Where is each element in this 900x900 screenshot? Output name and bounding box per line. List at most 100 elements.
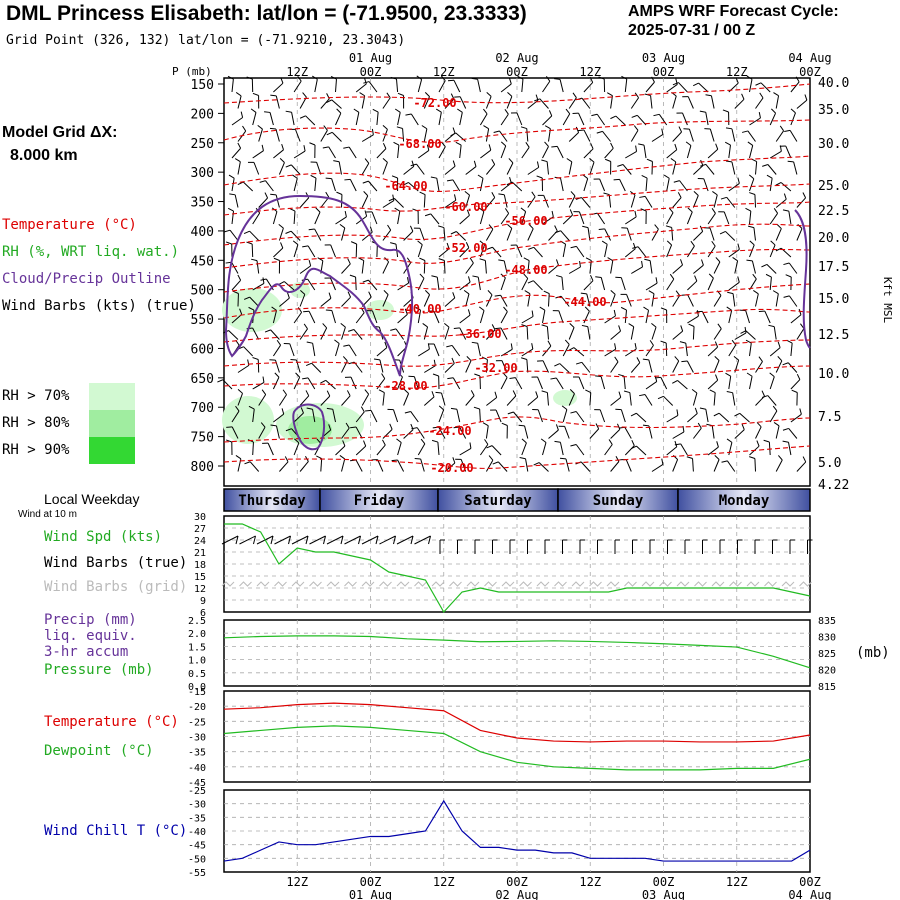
wind-barb-flag [589, 157, 595, 163]
wind-barb-flag [681, 360, 688, 363]
wind-barb-flag [756, 422, 762, 428]
wind-barb-flag [402, 182, 409, 186]
surface-wind-barb-flag [393, 535, 396, 545]
wind-barb [527, 396, 539, 406]
wind-barb-flag [787, 160, 794, 163]
wind-barb-flag [696, 310, 703, 313]
pressure-line [223, 635, 811, 669]
wind-barb [275, 425, 280, 439]
wind-barb [780, 182, 792, 192]
wind-barb-flag [748, 174, 755, 180]
wind-barb [341, 227, 346, 241]
wind-barb-flag [670, 158, 677, 163]
wind-barb-flag [758, 356, 763, 362]
panel-tick-label: -25 [188, 717, 206, 728]
wind-barb [558, 310, 564, 324]
forecast-cycle-value: 2025-07-31 / 00 Z [628, 22, 756, 39]
wind-barb [637, 246, 647, 258]
wind-barb-flag [451, 357, 455, 364]
wind-barb-flag [733, 355, 739, 361]
wind-barb [789, 130, 798, 142]
wind-barb [341, 427, 350, 439]
wind-barb [480, 149, 492, 159]
wind-barb-flag [775, 247, 782, 252]
wind-barb-flag [326, 407, 333, 410]
wind-barb-flag [668, 207, 674, 213]
panel-tick-label: 0.0 [188, 682, 206, 693]
top-time-tick-label: 12Z [726, 65, 748, 79]
surface-wind-barb [274, 535, 291, 545]
wind-barb [443, 227, 446, 241]
wind-barb [769, 213, 779, 225]
wind-barb-flag [737, 177, 740, 184]
wind-barb [275, 128, 280, 142]
wind-barb-flag [613, 309, 616, 316]
wind-barb [465, 360, 472, 373]
wind-barb-flag [406, 277, 410, 284]
pressure-legend: Pressure (mb) [44, 662, 154, 678]
wind-barb-flag [308, 228, 315, 231]
wind-barb-flag [610, 142, 614, 149]
grid-wind-barb [571, 581, 585, 587]
wind-barb [382, 229, 392, 241]
wind-barb-flag [326, 390, 331, 397]
wind-barb-flag [639, 394, 646, 397]
wind-barb [486, 164, 496, 175]
wind-barb [686, 211, 693, 225]
wind-barb [423, 194, 426, 208]
wind-barb [686, 245, 695, 258]
wind-barb [788, 442, 792, 456]
wind-barb [416, 163, 425, 175]
weekday-label: Friday [354, 493, 405, 509]
wind-barb-flag [749, 456, 756, 459]
wind-barb [242, 181, 254, 192]
wind-barb [237, 364, 250, 373]
wind-barb [578, 376, 585, 390]
wind-barb-flag [271, 306, 277, 311]
wind-barb-flag [772, 290, 779, 295]
wind-barb [728, 249, 740, 258]
wind-barb-flag [382, 439, 386, 446]
wind-barb [506, 162, 514, 175]
wind-barb-flag [452, 457, 456, 464]
wind-barb-flag [737, 276, 740, 283]
wind-barb-flag [691, 388, 698, 394]
grid-wind-barb [431, 581, 445, 587]
wind-barb [559, 363, 570, 373]
wind-barb [524, 425, 529, 439]
wind-barb-flag [471, 341, 478, 344]
wind-barb [610, 260, 614, 274]
wind-barb [376, 112, 379, 126]
wind-barb-flag [669, 273, 675, 280]
wind-barb-flag [349, 274, 356, 278]
wind-barb-flag [326, 131, 333, 136]
wind-barb [688, 128, 694, 142]
wind-barb-flag [419, 191, 426, 195]
wind-barb [451, 345, 461, 357]
wind-barb-flag [721, 460, 728, 463]
wind-barb-flag [716, 441, 719, 448]
wind-barb [555, 377, 564, 390]
wind-barb [231, 178, 235, 192]
wind-barb-flag [479, 240, 485, 246]
wind-barb [485, 425, 489, 439]
panel-tick-label: 9 [200, 596, 206, 607]
wind-barb-flag [260, 422, 266, 428]
wind-barb-flag [782, 427, 789, 431]
wind-barb-flag [570, 191, 576, 197]
wind-barb [279, 461, 289, 472]
wind-barb [678, 82, 688, 93]
panel-tick-label: 30 [194, 512, 206, 523]
wind-barb-flag [753, 290, 759, 295]
wind-barb [459, 314, 471, 324]
wind-barb [433, 343, 440, 357]
wind-barb [734, 429, 745, 439]
wind-barb [599, 178, 606, 192]
wind-barb-flag [631, 439, 635, 446]
wind-barb [769, 178, 773, 192]
wind-barb-flag [614, 356, 619, 363]
wind-barb [479, 211, 485, 225]
wind-barb [371, 211, 378, 225]
wind-barb [252, 283, 265, 291]
